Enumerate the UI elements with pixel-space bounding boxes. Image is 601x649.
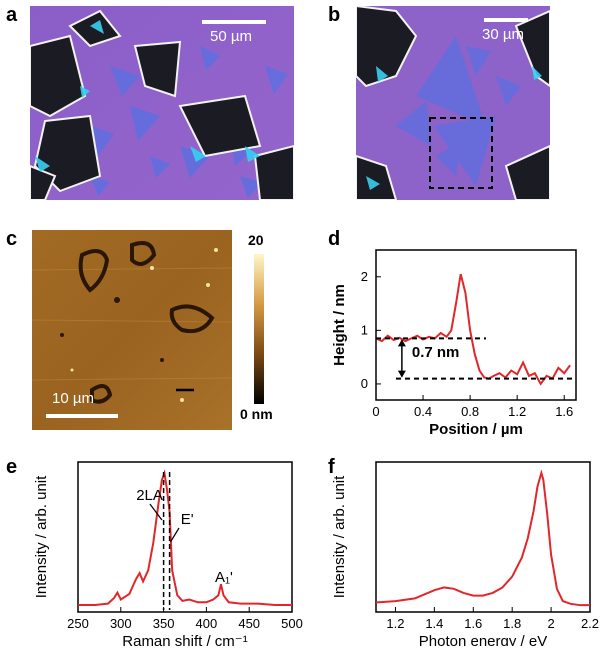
panel-letter-e: e	[6, 456, 18, 478]
optical-image-a: 50 µm	[30, 6, 294, 200]
chart-e-xtick-label: 400	[196, 616, 218, 631]
chart-d-ylabel: Height / nm	[331, 284, 348, 366]
chart-f-xtick-label: 2	[547, 616, 554, 631]
chart-e-arrow-e	[169, 527, 180, 543]
chart-f-xtick-label: 1.2	[386, 616, 404, 631]
zoom-box	[429, 117, 493, 189]
chart-e-ylabel: Intensity / arb. unit	[33, 475, 50, 598]
chart-e-xlabel: Raman shift / cm⁻¹	[122, 633, 247, 646]
chart-f-xtick-label: 1.8	[503, 616, 521, 631]
chart-f-xlabel: Photon energy / eV	[419, 633, 547, 646]
chart-e-xtick-label: 350	[153, 616, 175, 631]
chart-f-ylabel: Intensity / arb. unit	[331, 475, 348, 598]
chart-f-xtick-label: 1.4	[425, 616, 443, 631]
chart-e-label-a1: A₁'	[215, 569, 233, 586]
chart-d-arrowhead-down	[397, 370, 406, 378]
chart-f-xtick-label: 1.6	[464, 616, 482, 631]
colorbar-min-label: 0 nm	[240, 406, 273, 422]
chart-e-frame	[77, 461, 293, 613]
chart-e-label-e: E'	[181, 511, 194, 528]
panel-letter-b: b	[328, 4, 341, 26]
colorbar-max-label: 20	[248, 232, 264, 248]
chart-e-label-2la: 2LA	[136, 487, 163, 504]
chart-e-trace	[78, 469, 292, 607]
afm-image-c: 10 µm	[32, 230, 232, 430]
chart-f-xtick-label: 2.2	[581, 616, 599, 631]
chart-f: 1.2 1.4 1.6 1.8 2 2.2 Photon energy / eV Intens…	[331, 461, 599, 646]
chart-d-trace	[375, 273, 571, 386]
scalebar-label-b: 30 µm	[482, 26, 524, 43]
scalebar-c	[46, 414, 118, 418]
chart-d-ytick-label: 0	[361, 376, 368, 391]
chart-d-annotation: 0.7 nm	[412, 344, 460, 361]
chart-d: 0 0.4 0.8 1.2 1.6 0 1 2 Position / µm Height / nm…	[331, 249, 577, 438]
chart-d-ytick-label: 2	[361, 269, 368, 284]
optical-image-b-art	[356, 6, 550, 200]
chart-e-xtick-label: 450	[238, 616, 260, 631]
chart-f-trace	[375, 469, 590, 607]
chart-d-xtick-label: 0.8	[461, 404, 479, 419]
chart-d-arrowhead-up	[397, 339, 406, 347]
chart-d-xlabel: Position / µm	[429, 421, 523, 438]
panel-letter-a: a	[6, 4, 18, 26]
chart-e-arrow-2la	[149, 503, 163, 521]
chart-e-xtick-label: 500	[281, 616, 303, 631]
afm-image-c-art	[32, 230, 232, 430]
scalebar-a	[202, 20, 266, 24]
afm-colorbar	[254, 254, 264, 404]
scalebar-label-c: 10 µm	[52, 390, 94, 407]
chart-d-xtick-label: 0.4	[414, 404, 432, 419]
chart-e: 250 300 350 400 450 500 Raman shift / cm⁻¹ Inte…	[33, 461, 303, 646]
chart-d-frame	[375, 249, 577, 401]
scalebar-b	[484, 18, 528, 22]
chart-d-ytick-label: 1	[361, 322, 368, 337]
chart-e-xtick-label: 250	[67, 616, 89, 631]
chart-e-xtick-label: 300	[110, 616, 132, 631]
panel-letter-f: f	[328, 456, 335, 478]
optical-image-b: 30 µm	[356, 6, 550, 200]
optical-image-a-art	[30, 6, 294, 200]
panel-letter-c: c	[6, 228, 18, 250]
chart-d-xtick-label: 1.2	[508, 404, 526, 419]
panel-letter-d: d	[328, 228, 341, 250]
chart-d-xtick-label: 0	[372, 404, 379, 419]
scalebar-label-a: 50 µm	[210, 28, 252, 45]
chart-d-xtick-label: 1.6	[555, 404, 573, 419]
chart-f-frame	[375, 461, 591, 613]
